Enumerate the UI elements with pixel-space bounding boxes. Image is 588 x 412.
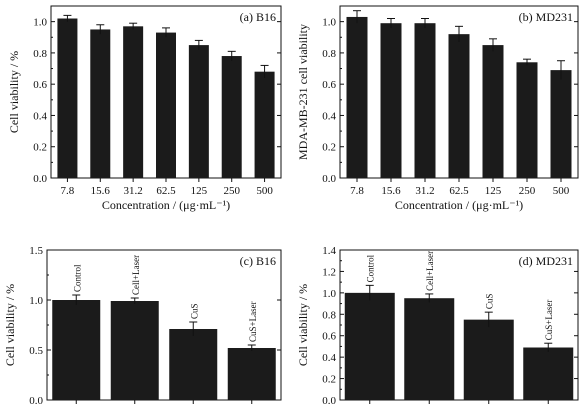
panel-label: (b) MD231 (519, 10, 573, 24)
x-axis-title: Concentration / (μg·mL⁻¹) (102, 198, 230, 212)
bar-6 (221, 56, 242, 178)
bar-1 (344, 292, 395, 400)
bar-3 (463, 319, 514, 400)
bar-label: CuS (485, 294, 495, 310)
y-tick-label: 0.2 (33, 142, 47, 154)
chart-panel-3: 0.0 0.5 1.0 1.5 Control Cell+Laser CuS CuS+Lase… (3, 245, 282, 407)
y-tick-label: 1.2 (322, 266, 336, 278)
y-tick-label: 1.0 (33, 17, 47, 29)
bar-label: CuS (189, 303, 199, 319)
x-tick-label: 31.2 (415, 185, 434, 197)
x-tick-label: 500 (553, 185, 570, 197)
bar-7 (254, 71, 275, 178)
y-axis-title: Cell viability / % (3, 284, 17, 366)
y-tick-label: 0.0 (322, 173, 336, 185)
y-tick-label: 0.4 (322, 352, 336, 364)
bar-2 (90, 29, 111, 179)
bar-label: Control (72, 264, 82, 292)
y-tick-label: 1.4 (322, 245, 336, 257)
y-tick-label: 1.5 (29, 245, 43, 257)
x-axis-title: Concentration / (μg·mL⁻¹) (395, 198, 523, 212)
bar-4 (523, 347, 574, 400)
bar-2 (380, 23, 402, 179)
bar-2 (404, 298, 455, 400)
y-tick-label: 0.0 (29, 395, 43, 407)
y-tick-label: 1.0 (29, 295, 43, 307)
y-tick-label: 0.8 (33, 48, 47, 60)
panel-label: (d) MD231 (519, 254, 573, 268)
bar-7 (550, 70, 572, 178)
x-tick-label: 250 (519, 185, 536, 197)
x-tick-label: 125 (191, 185, 208, 197)
x-tick-label: 62.5 (156, 185, 176, 197)
panel-label: (a) B16 (240, 10, 276, 24)
x-tick-label: 7.8 (350, 185, 364, 197)
bar-3 (414, 23, 436, 179)
bar-4 (156, 32, 176, 178)
bar-5 (482, 45, 504, 178)
y-tick-label: 0.8 (322, 48, 336, 60)
bar-label: CuS+Laser (248, 301, 258, 342)
x-tick-label: 15.6 (381, 185, 401, 197)
y-tick-label: 0.4 (33, 110, 47, 122)
y-tick-label: 0.2 (322, 374, 336, 386)
y-tick-label: 0.8 (322, 309, 336, 321)
chart-panel-2: 0.0 0.2 0.4 0.6 0.8 1.0 7.8 15.6 31.2 62.5 125 250 5… (296, 5, 579, 212)
y-tick-label: 0.2 (322, 142, 336, 154)
bar-4 (227, 348, 276, 400)
bar-1 (57, 18, 78, 178)
x-tick-label: 125 (485, 185, 502, 197)
x-tick-label: 62.5 (449, 185, 469, 197)
x-tick-label: 250 (223, 185, 240, 197)
y-tick-label: 0.6 (322, 79, 336, 91)
bar-label: Cell+Laser (131, 255, 141, 295)
panel-label: (c) B16 (240, 254, 276, 268)
x-tick-label: 31.2 (124, 185, 143, 197)
y-tick-label: 0.0 (33, 173, 47, 185)
y-tick-label: 0.5 (29, 345, 43, 357)
y-tick-label: 0.6 (322, 331, 336, 343)
bar-2 (110, 301, 159, 400)
y-tick-label: 0.4 (322, 110, 336, 122)
bar-5 (188, 45, 209, 178)
y-tick-label: 1.0 (322, 17, 336, 29)
bar-3 (123, 26, 144, 179)
x-tick-label: 500 (256, 185, 273, 197)
bar-6 (516, 62, 538, 178)
bar-1 (346, 16, 368, 179)
y-tick-label: 0.0 (322, 395, 336, 407)
bar-label: Cell+Laser (425, 251, 435, 291)
y-tick-label: 0.6 (33, 79, 47, 91)
bar-3 (169, 329, 218, 400)
bar-label: Control (366, 254, 376, 282)
chart-panel-4: 0.0 0.2 0.4 0.6 0.8 1.0 1.2 1.4 Control Cell+Lase… (296, 245, 579, 407)
y-axis-title: MDA-MB-231 cell viability (296, 24, 310, 160)
y-axis-title: Cell viability / % (296, 284, 310, 366)
bar-4 (448, 34, 470, 179)
x-tick-label: 7.8 (61, 185, 75, 197)
bar-1 (52, 300, 101, 400)
chart-panel-1: 0.0 0.2 0.4 0.6 0.8 1.0 7.8 15.6 31.2 62.5 125 250 5… (7, 5, 282, 212)
bar-label: CuS+Laser (544, 300, 554, 341)
y-axis-title: Cell viability / % (7, 51, 21, 133)
y-tick-label: 1.0 (322, 288, 336, 300)
x-tick-label: 15.6 (91, 185, 111, 197)
